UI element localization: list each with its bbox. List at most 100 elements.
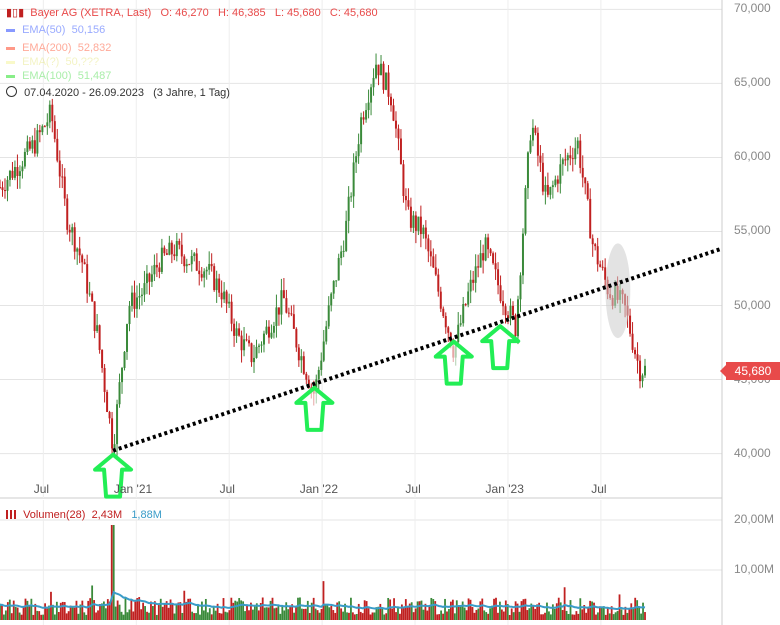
volume-bar bbox=[8, 599, 11, 620]
candle-body bbox=[300, 356, 303, 361]
volume-ma-polyline bbox=[0, 590, 646, 611]
candle-body bbox=[305, 373, 308, 380]
candle-body bbox=[499, 285, 502, 302]
volume-bar bbox=[208, 608, 211, 620]
candle-body bbox=[494, 263, 497, 270]
volume-bar bbox=[181, 612, 184, 620]
candle-body bbox=[337, 257, 340, 281]
volume-bar bbox=[242, 601, 245, 620]
candle-body bbox=[315, 379, 318, 394]
volume-bar bbox=[206, 612, 209, 620]
volume-bar bbox=[440, 610, 443, 620]
candle-body bbox=[210, 263, 213, 267]
volume-bar bbox=[173, 613, 176, 620]
volume-bar bbox=[18, 612, 21, 620]
volume-bar bbox=[179, 602, 182, 620]
volume-bar bbox=[420, 600, 423, 620]
x-tick-label: Jul bbox=[591, 482, 607, 496]
highlight-region bbox=[605, 243, 631, 339]
volume-bar bbox=[12, 600, 15, 620]
volume-bar bbox=[353, 614, 356, 620]
support-arrow-icon bbox=[294, 385, 335, 432]
candle-body bbox=[76, 248, 79, 252]
volume-bar bbox=[253, 606, 256, 620]
candle-body bbox=[135, 297, 138, 309]
volume-bar bbox=[363, 600, 366, 620]
support-arrow-icon bbox=[93, 452, 134, 499]
volume-bar bbox=[563, 587, 566, 620]
candle-body bbox=[143, 283, 146, 295]
volume-bar bbox=[342, 611, 344, 620]
volume-bar bbox=[467, 598, 470, 620]
price-y-tick-label: 50,000 bbox=[734, 297, 771, 312]
legend-ema3: EMA(?) 50,??? bbox=[6, 56, 99, 68]
volume-bar bbox=[597, 612, 599, 620]
volume-bar bbox=[238, 598, 241, 620]
ema50-swatch bbox=[6, 28, 15, 32]
volume-bar bbox=[430, 597, 433, 620]
x-tick-label: Jan '23 bbox=[485, 482, 524, 496]
candle-body bbox=[140, 294, 143, 297]
volume-bar bbox=[534, 608, 537, 620]
candle-body bbox=[559, 164, 562, 184]
candle-body bbox=[526, 152, 529, 189]
volume-bar bbox=[81, 600, 84, 620]
volume-bar bbox=[508, 614, 511, 620]
legend-title: Bayer AG (XETRA, Last) bbox=[30, 7, 152, 19]
candle-body bbox=[534, 127, 537, 133]
volume-bar bbox=[252, 609, 254, 620]
volume-bar bbox=[20, 614, 23, 620]
volume-bar bbox=[146, 611, 148, 620]
candle-body bbox=[404, 195, 407, 201]
candle-body bbox=[594, 244, 597, 247]
volume-bar bbox=[144, 606, 146, 620]
volume-bar bbox=[302, 608, 305, 620]
volume-bar bbox=[103, 601, 105, 620]
volume-label: Volumen(28) bbox=[23, 509, 86, 521]
candle-body bbox=[255, 346, 258, 358]
volume-bar bbox=[291, 604, 294, 620]
volume-bar-icon bbox=[6, 510, 16, 519]
volume-bar bbox=[73, 607, 76, 620]
candle-body bbox=[591, 238, 594, 245]
volume-bar bbox=[422, 609, 425, 620]
candle-body bbox=[277, 307, 280, 315]
volume-bar bbox=[416, 601, 419, 620]
volume-bar bbox=[202, 610, 205, 620]
volume-bar bbox=[299, 597, 301, 620]
candle-body bbox=[203, 271, 206, 278]
candle-body bbox=[489, 249, 492, 254]
volume-bar bbox=[326, 604, 329, 620]
volume-bar bbox=[24, 598, 27, 620]
candle-body bbox=[253, 357, 256, 363]
volume-bar bbox=[85, 614, 88, 620]
volume-bar bbox=[177, 602, 180, 620]
candle-body bbox=[155, 264, 158, 268]
volume-bar bbox=[118, 604, 121, 620]
volume-bar bbox=[595, 614, 597, 620]
volume-bar bbox=[16, 607, 19, 620]
candle-body bbox=[417, 216, 420, 231]
volume-bar bbox=[91, 585, 94, 620]
volume-bar bbox=[481, 598, 484, 620]
candle-body bbox=[397, 128, 400, 139]
volume-bar bbox=[216, 603, 219, 620]
last-price-label: 45,680 bbox=[720, 362, 780, 380]
volume-bar bbox=[232, 602, 235, 620]
candle-body bbox=[636, 354, 639, 361]
volume-bar bbox=[53, 614, 56, 620]
candlestick-series bbox=[0, 53, 646, 457]
volume-bar bbox=[261, 597, 264, 620]
candle-body bbox=[295, 328, 298, 348]
volume-bar bbox=[553, 608, 556, 620]
volume-bar bbox=[632, 608, 635, 620]
volume-bar bbox=[283, 610, 286, 620]
ema50-label: EMA(50) bbox=[22, 24, 66, 36]
candle-body bbox=[564, 159, 567, 161]
candle-body bbox=[168, 242, 171, 255]
candle-body bbox=[571, 158, 574, 160]
candle-body bbox=[101, 349, 104, 368]
volume-bar bbox=[269, 600, 272, 620]
volume-bar bbox=[522, 599, 525, 620]
volume-bar bbox=[304, 608, 307, 620]
